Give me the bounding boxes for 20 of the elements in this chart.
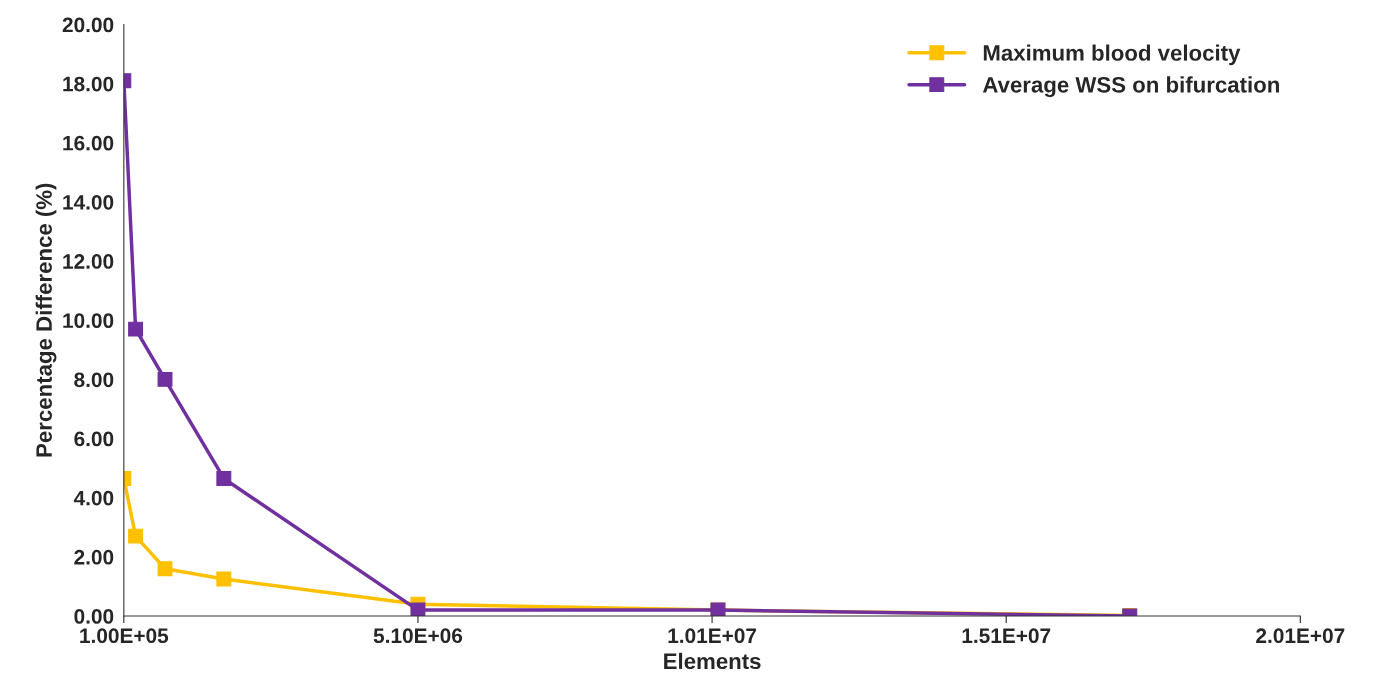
x-tick-label: 1.00E+05: [80, 628, 169, 644]
y-tick-label: 18.00: [63, 76, 114, 92]
y-tick-label: 10.00: [63, 313, 114, 328]
y-tick-label: 2.00: [74, 549, 114, 565]
y-tick-label: 20.00: [62, 17, 114, 33]
y-tick-label: 14.00: [63, 194, 114, 210]
legend-label: Average WSS on bifurcation: [982, 76, 1279, 98]
x-tick-label: 1.51E+07: [962, 628, 1051, 644]
y-axis-title: Percentage Difference (%): [35, 183, 57, 457]
x-tick-label: 1.01E+07: [668, 628, 757, 644]
x-tick-label: 2.01E+07: [1256, 628, 1345, 644]
y-tick-label: 0.00: [74, 609, 114, 624]
y-tick-label: 6.00: [74, 431, 114, 447]
y-tick-label: 4.00: [73, 490, 114, 506]
y-tick-label: 16.00: [63, 135, 114, 151]
legend-label: Maximum blood velocity: [983, 44, 1241, 66]
y-tick-label: 8.00: [74, 372, 114, 388]
x-axis-title: Elements: [664, 652, 761, 670]
y-tick-label: 12.00: [63, 254, 114, 269]
x-tick-label: 5.10E+06: [373, 628, 463, 644]
